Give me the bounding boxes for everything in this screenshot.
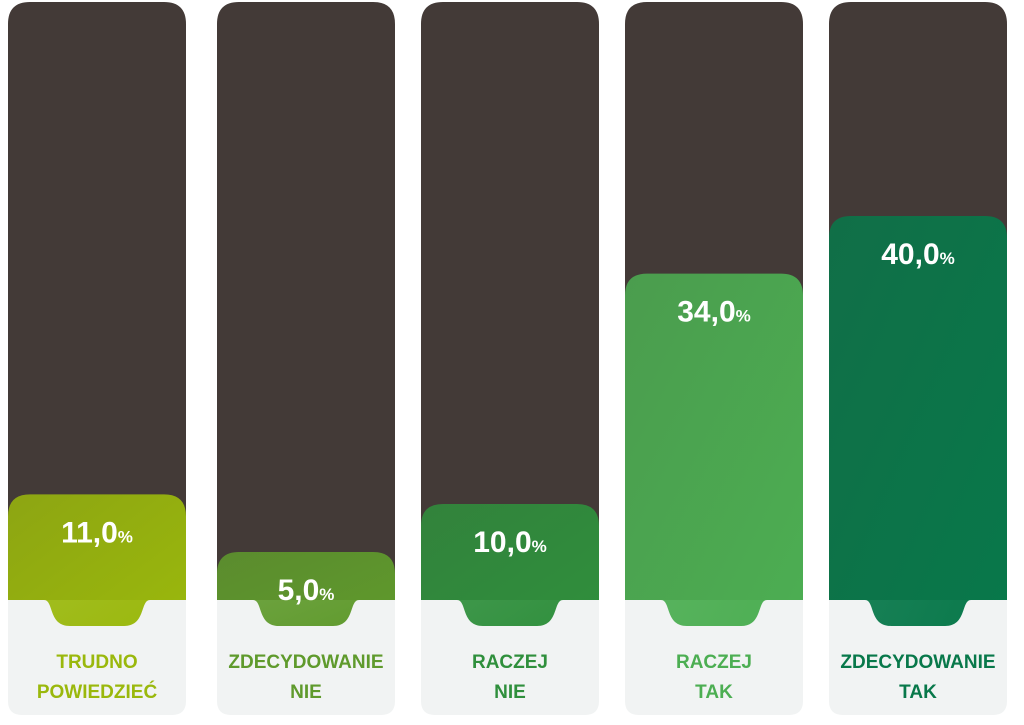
- category-label: ZDECYDOWANIE NIE: [228, 652, 384, 703]
- value-label: 10,0%: [473, 526, 547, 559]
- label-area: [421, 600, 599, 715]
- label-area: [625, 600, 803, 715]
- bar: [217, 552, 395, 626]
- bar: [829, 216, 1007, 626]
- bar: [625, 273, 803, 626]
- label-area: [217, 600, 395, 715]
- column-bg: [8, 2, 186, 600]
- column-bg: [217, 2, 395, 600]
- category-label: TRUDNO POWIEDZIEĆ: [36, 652, 158, 703]
- label-area: [829, 600, 1007, 715]
- category-label: RACZEJ TAK: [675, 652, 752, 703]
- value-label: 40,0%: [881, 238, 955, 271]
- value-label: 11,0%: [61, 516, 133, 549]
- label-area: [8, 600, 186, 715]
- value-label: 34,0%: [677, 296, 751, 329]
- value-label: 5,0%: [278, 574, 335, 607]
- category-label: ZDECYDOWANIE TAK: [840, 652, 996, 703]
- column-bg: [421, 2, 599, 600]
- bar: [421, 504, 599, 626]
- bar: [8, 494, 186, 626]
- category-label: RACZEJ NIE: [471, 652, 548, 703]
